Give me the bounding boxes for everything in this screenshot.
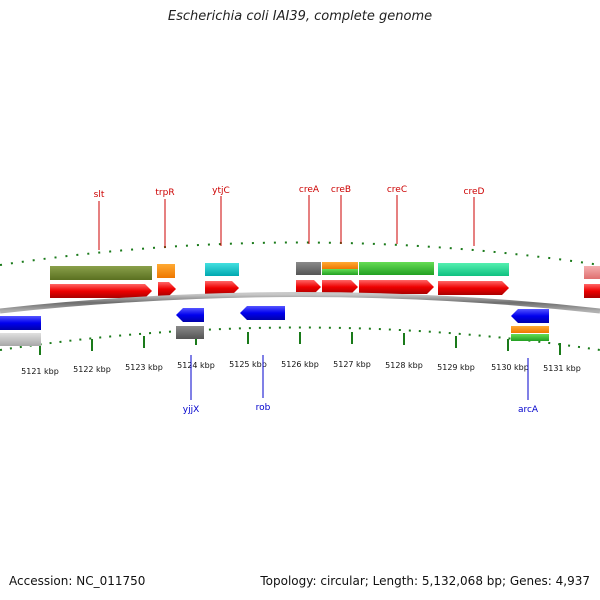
gene-label-creD: creD xyxy=(464,187,485,197)
feature-block xyxy=(359,262,434,275)
feature-block xyxy=(50,266,152,280)
gene-label-ytjC: ytjC xyxy=(212,186,230,196)
scale-label: 5122 kbp xyxy=(73,365,111,374)
feature-block xyxy=(511,326,549,333)
reverse-genes xyxy=(0,306,549,330)
gene-label-rob: rob xyxy=(256,403,271,413)
feature-block xyxy=(205,263,239,276)
gene-label-creC: creC xyxy=(387,185,407,195)
gene-arrow-ytjC xyxy=(205,281,239,295)
gene-arrow-arcA xyxy=(511,309,549,323)
map-title: Escherichia coli IAI39, complete genome xyxy=(167,9,433,24)
feature-block xyxy=(322,262,358,269)
gene-arrow-creB xyxy=(322,280,358,294)
scale-labels: 5121 kbp 5122 kbp 5123 kbp 5124 kbp 5125… xyxy=(21,360,581,376)
scale-label: 5121 kbp xyxy=(21,367,59,376)
feature-block xyxy=(157,264,175,278)
gene-label-creA: creA xyxy=(299,185,320,195)
scale-label: 5125 kbp xyxy=(229,360,267,369)
scale-label: 5130 kbp xyxy=(491,363,529,372)
scale-label: 5123 kbp xyxy=(125,363,163,372)
forward-genes xyxy=(50,280,600,298)
gene-arrow-creD xyxy=(438,281,509,295)
gene-arrow-slt xyxy=(50,284,152,298)
gene-arrow-creC xyxy=(359,280,434,294)
top-gene-labels: slt trpR ytjC creA creB creC creD xyxy=(94,185,485,250)
gene-arrow-trpR xyxy=(158,282,176,296)
gene-arrow-edge xyxy=(584,284,600,298)
gene-arrow-creA xyxy=(296,280,321,294)
major-ticks xyxy=(39,332,561,355)
scale-label: 5129 kbp xyxy=(437,363,475,372)
bottom-gene-labels: yjjX rob arcA xyxy=(183,355,539,415)
feature-block xyxy=(438,263,509,276)
gene-label-creB: creB xyxy=(331,185,351,195)
feature-track-bottom xyxy=(0,326,549,346)
feature-block xyxy=(511,334,549,341)
feature-track-top xyxy=(50,262,600,280)
gene-label-slt: slt xyxy=(94,190,105,200)
scale-label: 5128 kbp xyxy=(385,361,423,370)
gene-label-yjjX: yjjX xyxy=(183,405,200,415)
gene-arrow-yjjX xyxy=(176,308,204,322)
topology-text: Topology: circular; Length: 5,132,068 bp… xyxy=(260,574,590,588)
scale-label: 5124 kbp xyxy=(177,361,215,370)
scale-label: 5127 kbp xyxy=(333,360,371,369)
genome-backbone xyxy=(0,292,600,314)
gene-label-arcA: arcA xyxy=(518,405,539,415)
feature-block xyxy=(176,326,204,339)
upper-tick-arc xyxy=(0,241,600,266)
accession-text: Accession: NC_011750 xyxy=(9,574,146,588)
gene-arrow-rob xyxy=(240,306,285,320)
gene-arrow-left-edge xyxy=(0,316,41,330)
feature-block xyxy=(584,266,600,279)
scale-label: 5126 kbp xyxy=(281,360,319,369)
feature-block xyxy=(0,333,41,346)
feature-block xyxy=(322,269,358,275)
lower-tick-arc xyxy=(0,326,600,351)
scale-label: 5131 kbp xyxy=(543,364,581,373)
gene-label-trpR: trpR xyxy=(155,188,174,198)
feature-block xyxy=(296,262,321,275)
